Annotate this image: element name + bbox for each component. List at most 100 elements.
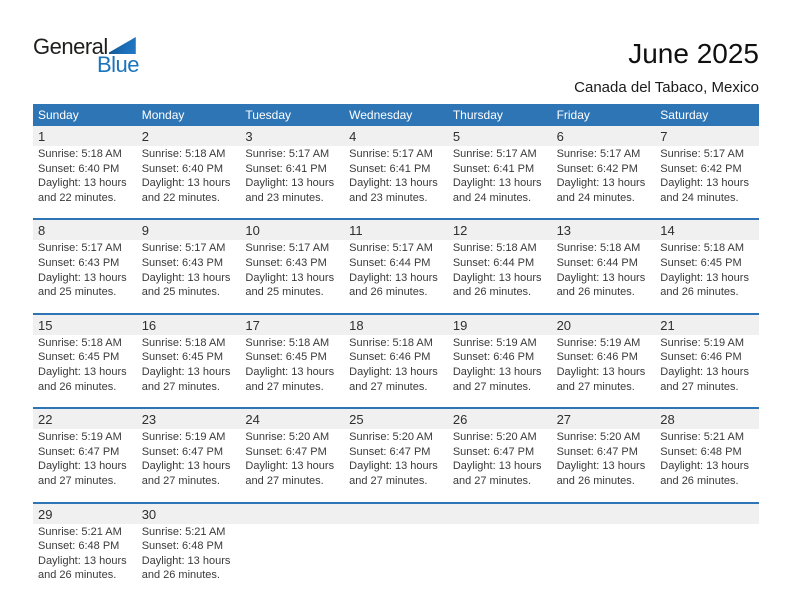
daylight-text: Daylight: 13 hours and 27 minutes. [141, 365, 231, 393]
sunrise-text: Sunrise: 5:18 AM [556, 242, 641, 255]
sunrise-text: Sunrise: 5:17 AM [660, 148, 745, 160]
logo-text-general: General [33, 34, 108, 59]
sunset-text: Sunset: 6:46 PM [452, 351, 535, 364]
daylight-text: Daylight: 13 hours and 26 minutes. [660, 271, 749, 299]
day-cell-16: Sunrise: 5:18 AM Sunset: 6:45 PM Daylight:… [137, 336, 241, 394]
day-cell-11: Sunrise: 5:17 AM Sunset: 6:44 PM Daylight:… [344, 241, 448, 299]
day-cell-12: Sunrise: 5:18 AM Sunset: 6:44 PM Daylight:… [448, 241, 552, 299]
sunset-text: Sunset: 6:48 PM [660, 445, 742, 458]
sunrise-text: Sunrise: 5:17 AM [141, 242, 226, 255]
day-cell-24: Sunrise: 5:20 AM Sunset: 6:47 PM Daylight:… [240, 430, 344, 488]
day-cell-1: Sunrise: 5:18 AM Sunset: 6:40 PM Daylight:… [33, 147, 137, 205]
sunset-text: Sunset: 6:46 PM [660, 351, 742, 364]
day-number-29: 29 [38, 506, 53, 522]
sunrise-text: Sunrise: 5:17 AM [245, 242, 330, 255]
sunrise-text: Sunrise: 5:18 AM [452, 242, 537, 255]
day-details-row: Sunrise: 5:19 AM Sunset: 6:47 PM Daylight:… [33, 429, 759, 501]
daylight-text: Daylight: 13 hours and 27 minutes. [245, 365, 335, 393]
day-number-23: 23 [141, 412, 157, 428]
month-title: June 2025 [628, 38, 759, 69]
daylight-text: Daylight: 13 hours and 27 minutes. [452, 365, 542, 393]
weekday-header-wednesday: Wednesday [349, 108, 413, 122]
sunrise-text: Sunrise: 5:19 AM [452, 336, 537, 349]
sunset-text: Sunset: 6:40 PM [38, 162, 120, 175]
daylight-text: Daylight: 13 hours and 27 minutes. [556, 365, 646, 393]
day-cell-20: Sunrise: 5:19 AM Sunset: 6:46 PM Daylight:… [552, 336, 656, 394]
day-details-row: Sunrise: 5:18 AM Sunset: 6:40 PM Daylight:… [33, 146, 759, 218]
daylight-text: Daylight: 13 hours and 26 minutes. [452, 271, 542, 299]
day-cell-2: Sunrise: 5:18 AM Sunset: 6:40 PM Daylight:… [137, 147, 241, 205]
daylight-text: Daylight: 13 hours and 26 minutes. [349, 271, 438, 299]
day-number-26: 26 [452, 412, 468, 428]
daylight-text: Daylight: 13 hours and 24 minutes. [660, 177, 749, 204]
weekday-header-saturday: Saturday [660, 108, 709, 122]
sunrise-text: Sunrise: 5:20 AM [245, 431, 330, 444]
day-numbers-row: 1 2 3 4 5 6 7 [33, 126, 759, 146]
sunrise-text: Sunrise: 5:19 AM [38, 431, 122, 444]
sunset-text: Sunset: 6:41 PM [452, 162, 535, 175]
logo: General Blue [33, 34, 140, 76]
day-number-18: 18 [349, 317, 364, 333]
day-details-row: Sunrise: 5:17 AM Sunset: 6:43 PM Daylight:… [33, 240, 759, 312]
day-number-1: 1 [38, 129, 46, 144]
day-cell-23: Sunrise: 5:19 AM Sunset: 6:47 PM Daylight:… [137, 430, 241, 488]
day-number-empty [240, 504, 344, 524]
daylight-text: Daylight: 13 hours and 22 minutes. [141, 177, 231, 204]
sunrise-text: Sunrise: 5:21 AM [141, 525, 226, 538]
sunset-text: Sunset: 6:44 PM [349, 256, 431, 269]
sunrise-text: Sunrise: 5:17 AM [349, 242, 433, 255]
sunset-text: Sunset: 6:48 PM [141, 540, 224, 553]
day-cell-empty [448, 525, 552, 583]
day-cell-19: Sunrise: 5:19 AM Sunset: 6:46 PM Daylight:… [448, 336, 552, 394]
week-row-5: 29 30 Sunrise: 5:21 AM Sunset: 6:48 PM Dayli… [33, 501, 759, 596]
sunrise-text: Sunrise: 5:19 AM [141, 431, 226, 444]
day-details-row: Sunrise: 5:21 AM Sunset: 6:48 PM Daylight:… [33, 524, 759, 596]
day-cell-10: Sunrise: 5:17 AM Sunset: 6:43 PM Daylight:… [240, 241, 344, 299]
sunset-text: Sunset: 6:44 PM [556, 256, 638, 269]
day-number-25: 25 [349, 412, 364, 428]
daylight-text: Daylight: 13 hours and 22 minutes. [38, 177, 127, 204]
day-number-empty [655, 504, 759, 524]
daylight-text: Daylight: 13 hours and 27 minutes. [660, 365, 749, 393]
sunrise-text: Sunrise: 5:18 AM [660, 242, 745, 255]
logo-triangle-icon [108, 37, 136, 54]
sunset-text: Sunset: 6:47 PM [245, 445, 327, 458]
sunset-text: Sunset: 6:42 PM [660, 162, 742, 175]
day-cell-30: Sunrise: 5:21 AM Sunset: 6:48 PM Daylight:… [137, 525, 241, 583]
calendar-grid: Sunday Monday Tuesday Wednesday Thursday Frid… [33, 104, 759, 596]
day-number-empty [448, 504, 552, 524]
day-details-row: Sunrise: 5:18 AM Sunset: 6:45 PM Daylight:… [33, 335, 759, 407]
day-numbers-row: 22 23 24 25 26 27 28 [33, 409, 759, 430]
sunrise-text: Sunrise: 5:18 AM [38, 336, 122, 349]
day-numbers-row: 8 9 10 11 12 13 14 [33, 220, 759, 241]
week-row-3: 15 16 17 18 19 20 21 Sunrise: 5:18 AM Sunset: 6:… [33, 312, 759, 407]
day-number-20: 20 [556, 317, 572, 333]
week-row-4: 22 23 24 25 26 27 28 Sunrise: 5:19 AM Sunset: 6:… [33, 407, 759, 501]
day-number-13: 13 [556, 223, 572, 239]
day-number-22: 22 [38, 412, 53, 428]
sunrise-text: Sunrise: 5:19 AM [556, 336, 641, 349]
header-titles: June 2025 Canada del Tabaco, Mexico [574, 38, 759, 96]
day-number-9: 9 [141, 223, 149, 239]
sunrise-text: Sunrise: 5:17 AM [38, 242, 122, 255]
day-number-14: 14 [660, 223, 675, 239]
day-cell-15: Sunrise: 5:18 AM Sunset: 6:45 PM Daylight:… [33, 336, 137, 394]
sunrise-text: Sunrise: 5:19 AM [660, 336, 745, 349]
day-cell-empty [344, 525, 448, 583]
sunrise-text: Sunrise: 5:20 AM [556, 431, 641, 444]
day-number-27: 27 [556, 412, 572, 428]
day-cell-14: Sunrise: 5:18 AM Sunset: 6:45 PM Daylight:… [655, 241, 759, 299]
sunrise-text: Sunrise: 5:20 AM [349, 431, 433, 444]
sunset-text: Sunset: 6:47 PM [556, 445, 638, 458]
sunrise-text: Sunrise: 5:18 AM [245, 336, 330, 349]
sunrise-text: Sunrise: 5:21 AM [660, 431, 745, 444]
location-subtitle: Canada del Tabaco, Mexico [574, 79, 759, 96]
day-cell-empty [552, 525, 656, 583]
day-numbers-row: 29 30 [33, 503, 759, 524]
day-cell-13: Sunrise: 5:18 AM Sunset: 6:44 PM Daylight:… [552, 241, 656, 299]
sunset-text: Sunset: 6:43 PM [141, 256, 224, 269]
weekday-header-tuesday: Tuesday [245, 108, 292, 122]
sunset-text: Sunset: 6:48 PM [38, 540, 120, 553]
sunrise-text: Sunrise: 5:18 AM [38, 148, 122, 160]
